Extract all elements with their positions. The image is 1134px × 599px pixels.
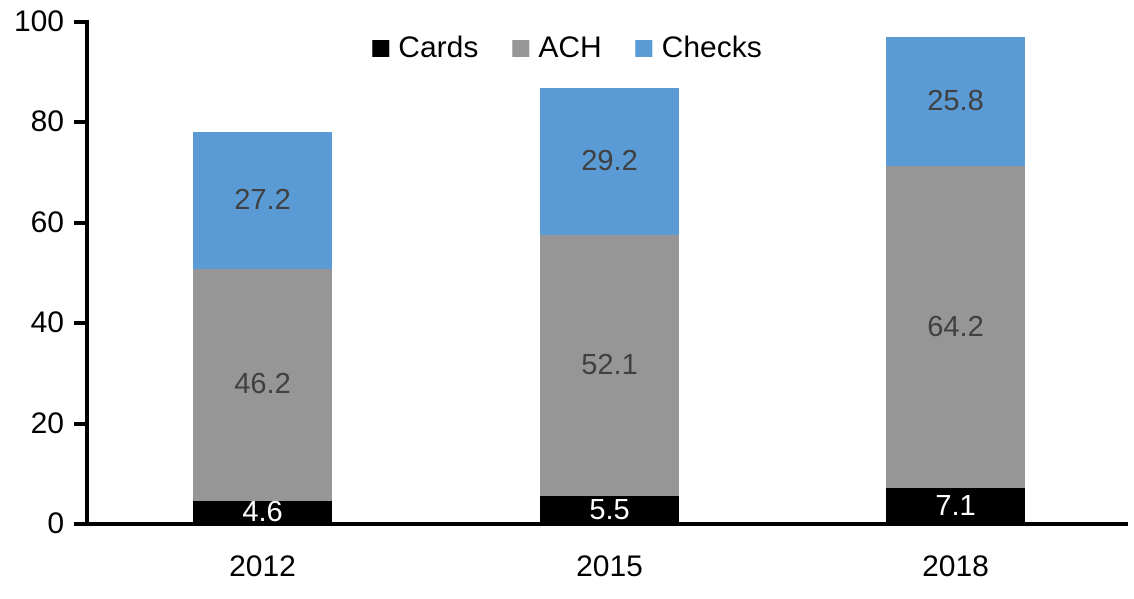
bar-segment-cards: 4.6 — [193, 495, 332, 528]
y-axis-line — [85, 20, 89, 526]
y-tick-label: 0 — [47, 507, 64, 540]
data-label: 46.2 — [234, 368, 291, 401]
bar-segment-checks: 25.8 — [886, 36, 1025, 167]
data-label: 52.1 — [581, 349, 638, 382]
legend-item: Checks — [635, 31, 762, 64]
y-tick-label: 40 — [30, 306, 64, 340]
y-tick-mark — [74, 20, 85, 24]
legend-label: ACH — [538, 31, 602, 64]
legend-item: Cards — [372, 33, 478, 63]
y-tick-mark — [74, 220, 85, 225]
data-label: 27.2 — [234, 184, 291, 217]
x-axis-label: 2018 — [922, 550, 989, 583]
data-label: 25.8 — [927, 84, 984, 117]
y-tick-label: 80 — [30, 105, 64, 139]
y-tick-mark — [74, 120, 85, 125]
bar-segment-checks: 27.2 — [193, 132, 332, 269]
data-label: 7.1 — [935, 489, 976, 522]
bar-segment-checks: 29.2 — [540, 88, 679, 235]
legend-label: Checks — [661, 31, 762, 64]
y-tick-mark — [74, 321, 85, 326]
bar-segment-cards: 7.1 — [886, 488, 1025, 524]
bar-segment-cards: 5.5 — [540, 493, 679, 526]
y-tick-label: 100 — [13, 5, 64, 38]
y-tick-mark — [74, 522, 85, 526]
data-label: 5.5 — [589, 493, 630, 526]
data-label: 64.2 — [927, 310, 984, 343]
legend-swatch-ach-icon — [512, 39, 530, 57]
y-tick-label: 20 — [30, 406, 64, 440]
legend-item: ACH — [512, 31, 602, 64]
y-tick-mark — [74, 421, 85, 426]
legend-swatch-checks-icon — [635, 39, 653, 57]
bar-segment-ach: 52.1 — [540, 234, 679, 497]
legend-label: Cards — [398, 31, 479, 64]
legend: Cards ACH Checks — [372, 31, 762, 64]
data-label: 29.2 — [581, 145, 638, 178]
data-label: 4.6 — [242, 495, 283, 528]
bar-segment-ach: 46.2 — [193, 268, 332, 501]
x-axis-label: 2015 — [576, 550, 643, 583]
y-tick-label: 60 — [30, 205, 64, 239]
x-axis-line — [85, 522, 1128, 526]
bar-segment-ach: 64.2 — [886, 166, 1025, 489]
legend-swatch-cards-icon — [372, 39, 390, 57]
x-axis-label: 2012 — [229, 550, 296, 583]
